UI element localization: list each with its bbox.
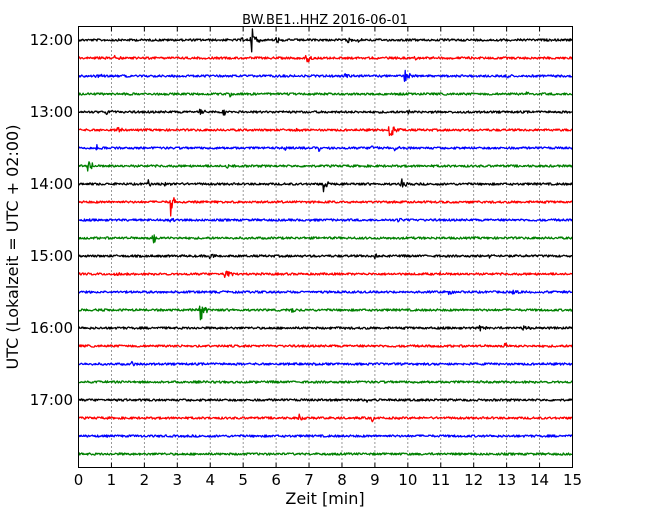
- trace-line: [78, 398, 573, 403]
- plot-frame: [78, 26, 573, 468]
- x-tick-label: 5: [238, 471, 248, 489]
- chart-title: BW.BE1..HHZ 2016-06-01: [242, 13, 408, 28]
- x-tick-label: 2: [140, 471, 150, 489]
- x-tick-label: 15: [563, 471, 582, 489]
- y-tick-label: 15:00: [30, 247, 73, 265]
- trace-line: [77, 413, 573, 423]
- x-tick-label: 6: [271, 471, 281, 489]
- trace-line: [78, 69, 573, 82]
- trace-line: [78, 178, 574, 193]
- y-axis-label: UTC (Lokalzeit = UTC + 02:00): [3, 125, 22, 370]
- trace-line: [77, 360, 573, 367]
- trace-line: [77, 54, 573, 63]
- x-tick-label: 14: [530, 471, 549, 489]
- trace-line: [78, 217, 574, 223]
- ticks: 0 1 2 3 4 5 6 7 8 9 10 11 12 13 14 1512:0013:0014:0015:…: [30, 26, 582, 489]
- x-tick-label: 7: [304, 471, 314, 489]
- trace-line: [77, 270, 574, 279]
- trace-line: [78, 91, 573, 98]
- x-tick-label: 11: [431, 471, 450, 489]
- trace-line: [78, 305, 573, 321]
- x-tick-label: 13: [497, 471, 516, 489]
- trace-line: [78, 342, 573, 348]
- x-tick-label: 8: [337, 471, 347, 489]
- y-tick-label: 12:00: [30, 31, 73, 49]
- trace-line: [78, 126, 573, 137]
- x-tick-label: 10: [398, 471, 417, 489]
- x-tick-label: 1: [107, 471, 117, 489]
- x-tick-label: 0: [74, 471, 84, 489]
- x-tick-label: 3: [173, 471, 183, 489]
- trace-line: [78, 434, 574, 438]
- y-tick-label: 16:00: [30, 319, 73, 337]
- trace-line: [78, 380, 574, 384]
- x-tick-label: 4: [205, 471, 215, 489]
- trace-line: [78, 108, 573, 116]
- trace-line: [77, 289, 573, 296]
- x-tick-label: 12: [464, 471, 483, 489]
- x-tick-label: 9: [370, 471, 380, 489]
- traces: [77, 28, 574, 456]
- trace-line: [77, 144, 574, 153]
- trace-line: [77, 253, 573, 260]
- x-axis-label: Zeit [min]: [285, 489, 364, 508]
- trace-line: [77, 324, 573, 332]
- trace-line: [77, 452, 573, 456]
- y-tick-label: 13:00: [30, 103, 73, 121]
- y-tick-label: 14:00: [30, 175, 73, 193]
- trace-line: [78, 197, 573, 217]
- trace-line: [77, 28, 573, 53]
- trace-line: [78, 161, 574, 172]
- trace-line: [77, 234, 573, 244]
- y-tick-label: 17:00: [30, 391, 73, 409]
- grid: [111, 26, 540, 468]
